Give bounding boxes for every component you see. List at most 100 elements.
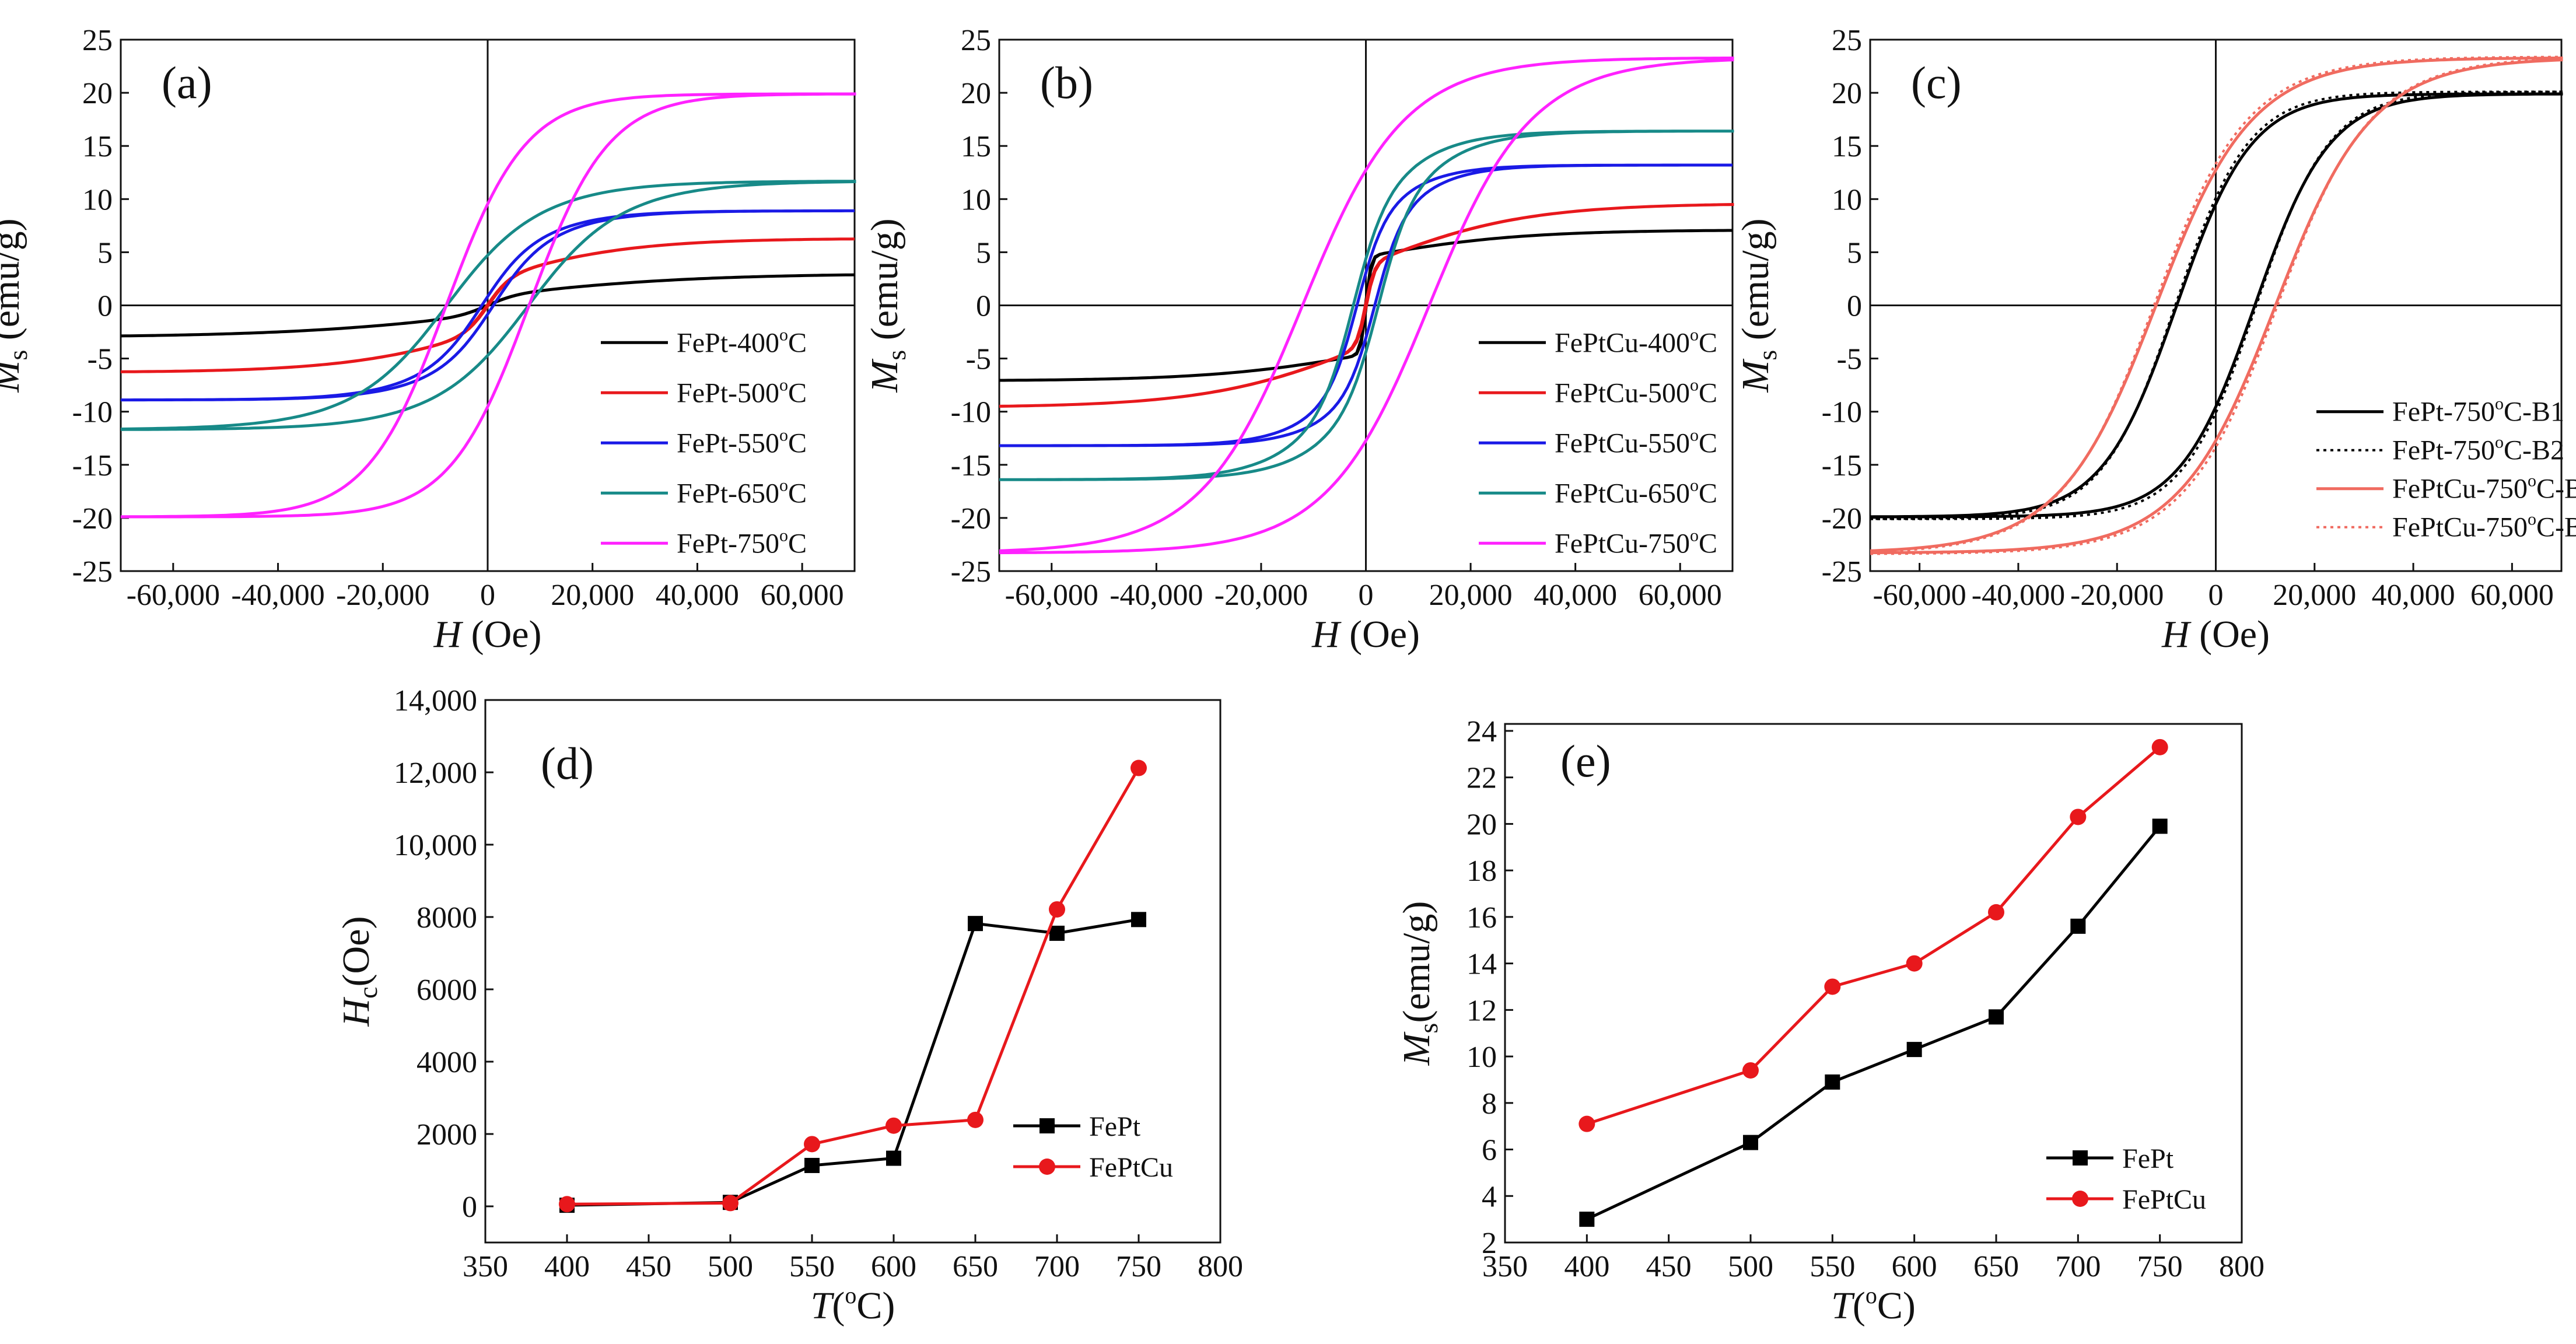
y-axis-label: Hc(Oe) xyxy=(335,916,383,1027)
x-tick-label: 800 xyxy=(1198,1250,1243,1283)
y-tick-label: 25 xyxy=(82,24,113,57)
panel-label: (e) xyxy=(1560,736,1611,786)
y-tick-label: -25 xyxy=(72,555,113,589)
y-tick-label: -5 xyxy=(966,343,991,376)
x-tick-label: 700 xyxy=(1034,1250,1080,1283)
legend-entry: FePt-500oC xyxy=(677,375,807,408)
hysteresis-curve-3 xyxy=(999,130,1734,481)
x-tick-label: 40,000 xyxy=(1534,579,1617,612)
legend-entry: FePtCu-650oC xyxy=(1555,475,1717,509)
hysteresis-curve-0 xyxy=(999,229,1732,382)
plot-frame xyxy=(484,699,1222,1244)
y-tick-label: 14,000 xyxy=(394,684,477,718)
x-tick-label: -40,000 xyxy=(1972,579,2065,612)
x-tick-label: -20,000 xyxy=(2070,579,2164,612)
x-tick-label: 650 xyxy=(1973,1250,2019,1283)
data-point xyxy=(804,1157,820,1173)
y-tick-label: 6000 xyxy=(416,974,477,1007)
y-tick-label: -10 xyxy=(72,396,113,429)
y-tick-label: -10 xyxy=(951,396,991,429)
y-tick-label: 15 xyxy=(1832,130,1862,163)
x-axis-label: H (Oe) xyxy=(2161,613,2270,656)
panel-b: -25 -20 -15 -10 -5 0 5 10 15 20 25 -60,000 -40,000 -2… xyxy=(863,24,1734,656)
legend-entry: FePt-750oC-B1 xyxy=(2392,394,2564,428)
x-tick-label: -20,000 xyxy=(336,579,429,612)
x-tick-label: 750 xyxy=(2137,1250,2183,1283)
legend-entry: FePtCu-550oC xyxy=(1555,425,1717,459)
y-tick-label: -25 xyxy=(951,555,991,589)
hysteresis-curve-4 xyxy=(120,92,856,519)
x-tick-label: 600 xyxy=(871,1250,916,1283)
data-point xyxy=(1130,760,1147,776)
y-axis-label: Ms(emu/g) xyxy=(1395,901,1443,1066)
x-tick-label: 0 xyxy=(1359,579,1374,612)
x-tick-label: 350 xyxy=(463,1250,508,1283)
y-tick-label: -15 xyxy=(951,449,991,482)
y-tick-label: 0 xyxy=(462,1191,477,1224)
x-tick-label: -60,000 xyxy=(1873,579,1966,612)
data-point xyxy=(1742,1062,1759,1079)
x-tick-label: 40,000 xyxy=(2372,579,2455,612)
data-point xyxy=(1578,1115,1595,1132)
data-point xyxy=(967,1111,984,1128)
y-tick-label: 10 xyxy=(1466,1041,1497,1074)
y-tick-label: -10 xyxy=(1822,396,1862,429)
legend-entry: FePtCu xyxy=(2122,1184,2206,1215)
x-tick-label: -20,000 xyxy=(1214,579,1308,612)
data-point xyxy=(1824,978,1841,995)
panel-c: -25 -20 -15 -10 -5 0 5 10 15 20 25 -60,000 -40,000 -2… xyxy=(1734,24,2576,656)
data-point xyxy=(1825,1074,1840,1090)
x-tick-label: 20,000 xyxy=(2273,579,2356,612)
panel-a: -25 -20 -15 -10 -5 0 5 10 15 20 25 -60,000 -40,000 -2… xyxy=(0,24,856,656)
y-tick-label: 8000 xyxy=(416,901,477,935)
hysteresis-curve-0 xyxy=(120,273,855,338)
legend-entry: FePt-750oC-B2 xyxy=(2392,433,2564,466)
x-tick-label: 500 xyxy=(708,1250,753,1283)
x-tick-label: 600 xyxy=(1892,1250,1937,1283)
x-tick-label: 60,000 xyxy=(2470,579,2554,612)
y-tick-label: 0 xyxy=(976,290,991,323)
y-tick-label: 10 xyxy=(82,183,113,216)
x-tick-label: 60,000 xyxy=(1639,579,1722,612)
y-tick-label: 12,000 xyxy=(394,757,477,790)
data-point xyxy=(2151,738,2168,755)
legend-marker xyxy=(2073,1150,2088,1166)
y-tick-label: 18 xyxy=(1466,855,1497,888)
legend-entry: FePt-400oC xyxy=(677,325,807,358)
y-tick-label: -20 xyxy=(951,502,991,536)
data-point xyxy=(2152,818,2168,834)
y-tick-label: 14 xyxy=(1466,948,1497,981)
y-tick-label: -15 xyxy=(1822,449,1862,482)
hysteresis-curve-0 xyxy=(1870,92,2563,519)
panel-label: (b) xyxy=(1040,57,1093,108)
data-point xyxy=(1131,912,1146,928)
panel-label: (c) xyxy=(1911,57,1962,108)
legend-entry: FePtCu-750oC-B1 xyxy=(2392,471,2576,505)
x-tick-label: -60,000 xyxy=(127,579,220,612)
hysteresis-curve-1 xyxy=(999,202,1734,408)
y-tick-label: 15 xyxy=(82,130,113,163)
x-tick-label: 20,000 xyxy=(1429,579,1513,612)
legend-entry: FePt-650oC xyxy=(677,475,807,509)
x-tick-label: 800 xyxy=(2219,1250,2264,1283)
y-tick-label: 25 xyxy=(1832,24,1862,57)
x-tick-label: 350 xyxy=(1482,1250,1528,1283)
data-point xyxy=(559,1196,575,1213)
y-axis-label: Ms (emu/g) xyxy=(0,218,33,393)
y-tick-label: 5 xyxy=(1847,236,1862,270)
panel-d: 0 2000 4000 6000 8000 10,000 12,000 14,000 350 40… xyxy=(335,684,1243,1327)
x-tick-label: 40,000 xyxy=(656,579,739,612)
y-tick-label: 24 xyxy=(1466,715,1497,748)
hysteresis-curve-3 xyxy=(1870,55,2563,555)
y-tick-label: 0 xyxy=(1847,290,1862,323)
y-tick-label: -25 xyxy=(1822,555,1862,589)
y-tick-label: 2 xyxy=(1482,1227,1497,1260)
y-tick-label: 20 xyxy=(961,77,991,110)
x-tick-label: 550 xyxy=(789,1250,835,1283)
data-point xyxy=(2070,918,2086,934)
legend-entry: FePtCu-400oC xyxy=(1555,325,1717,358)
y-axis-label: Ms (emu/g) xyxy=(1734,218,1782,393)
hysteresis-curve-4 xyxy=(999,56,1734,555)
y-tick-label: 4 xyxy=(1482,1180,1497,1213)
